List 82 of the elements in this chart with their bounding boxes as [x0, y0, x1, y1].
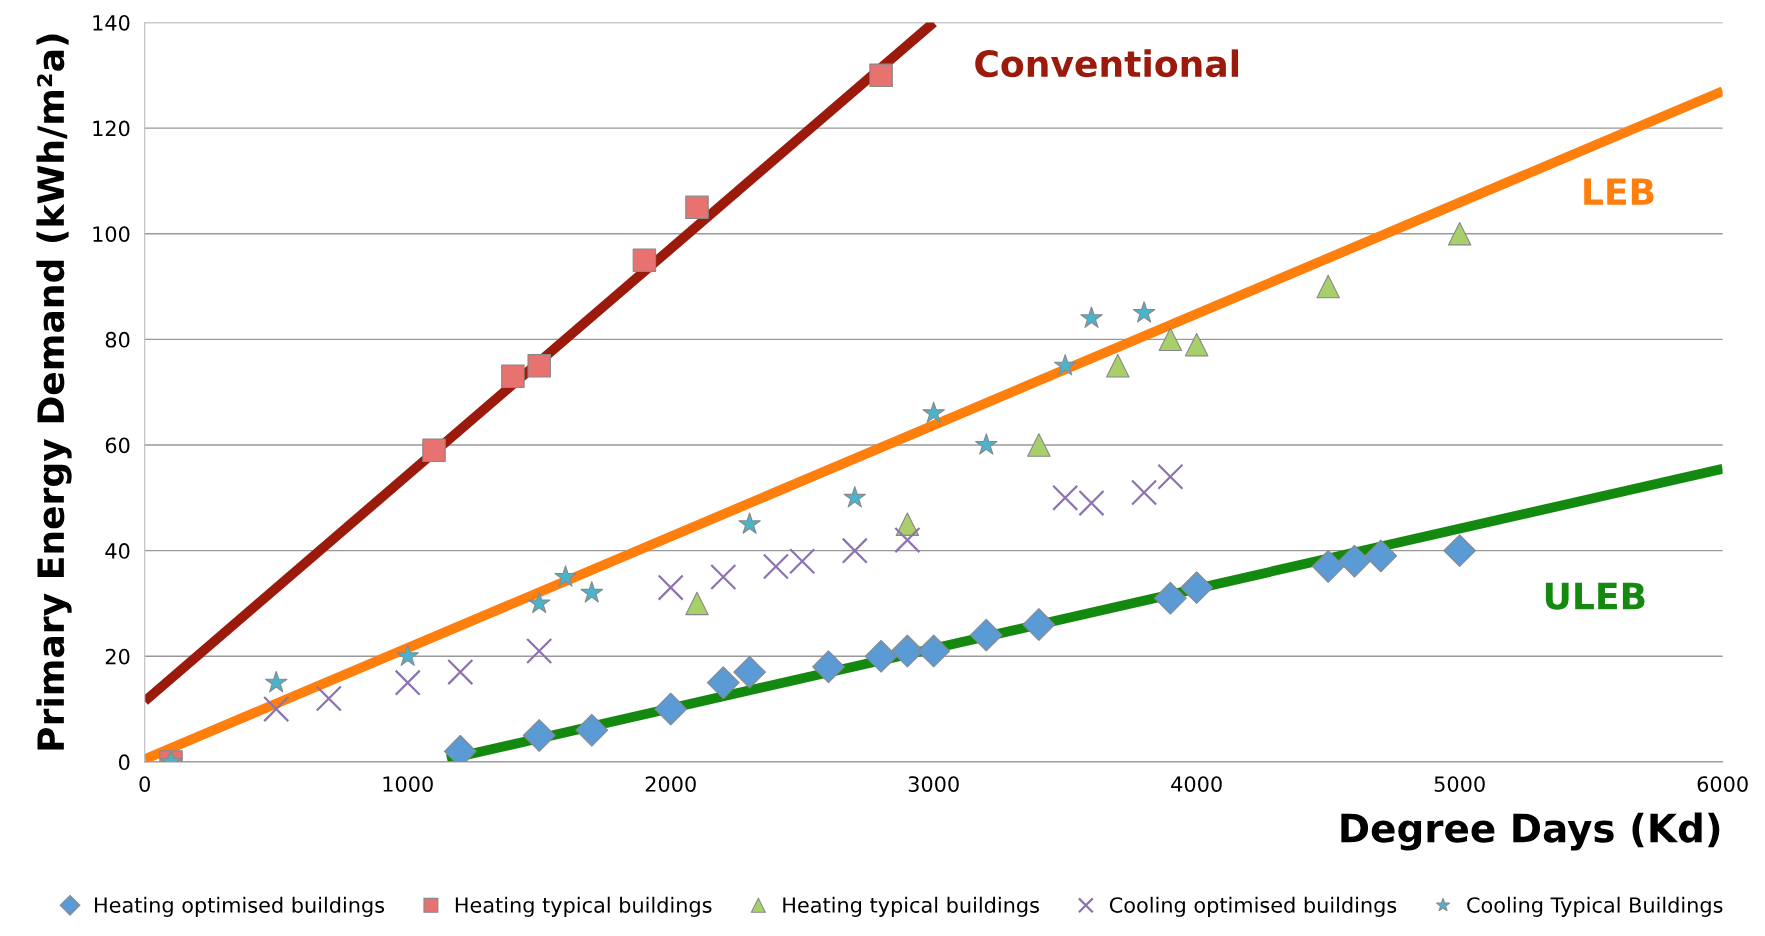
point: [528, 591, 551, 614]
point: [1106, 354, 1130, 378]
point: [447, 658, 474, 686]
point: [575, 713, 609, 747]
point: [315, 685, 342, 712]
point: [685, 591, 709, 616]
y-tick-label: 120: [93, 120, 130, 137]
point: [1311, 550, 1345, 583]
point: [1338, 544, 1371, 578]
x-tick-label: 0: [139, 776, 150, 792]
point: [917, 634, 951, 668]
legend-label: Cooling Typical Buildings: [1467, 896, 1723, 917]
y-tick-label: 0: [118, 754, 130, 771]
series-label: LEB: [1584, 178, 1654, 205]
y-axis-title: Primary Energy Demand (kWh/m²a): [36, 34, 72, 750]
point: [1132, 301, 1156, 323]
point: [263, 695, 290, 723]
y-tick-label: 40: [105, 543, 130, 559]
x-axis-title: Degree Days (Kd): [1341, 812, 1720, 851]
point: [526, 637, 553, 665]
point: [501, 364, 525, 389]
point: [1078, 489, 1105, 517]
point: [1157, 463, 1184, 490]
x-tick-label: 6000: [1697, 776, 1748, 792]
legend-label: Heating typical buildings: [455, 896, 712, 917]
x-tick-label: 1000: [383, 776, 433, 792]
point: [869, 63, 893, 88]
point: [1184, 332, 1209, 357]
legend-label: Heating optimised buildings: [95, 896, 385, 917]
point: [1080, 306, 1103, 328]
x-tick-label: 3000: [908, 776, 959, 792]
point: [1443, 534, 1477, 568]
point: [1153, 581, 1187, 615]
point: [657, 574, 684, 601]
point: [843, 486, 866, 508]
point: [265, 670, 288, 693]
point: [841, 537, 868, 564]
point: [710, 563, 737, 591]
point: [554, 565, 577, 587]
point: [1180, 571, 1214, 604]
point: [1364, 539, 1398, 573]
point: [733, 655, 766, 689]
point: [422, 438, 446, 463]
point: [527, 354, 551, 378]
point: [1130, 479, 1158, 506]
y-tick-label: 100: [93, 226, 130, 242]
point: [975, 433, 998, 455]
point: [580, 581, 604, 603]
point: [685, 195, 709, 220]
point: [522, 719, 556, 752]
series-label: ULEB: [1545, 582, 1645, 610]
point: [738, 512, 761, 534]
point: [969, 618, 1003, 652]
series-label: Conventional: [975, 49, 1239, 78]
point: [864, 639, 898, 673]
point: [762, 553, 790, 580]
point: [1316, 274, 1340, 299]
point: [706, 666, 740, 700]
x-tick-label: 4000: [1171, 776, 1222, 792]
point: [394, 669, 421, 696]
point: [632, 248, 657, 272]
x-tick-label: 5000: [1434, 776, 1485, 792]
point: [922, 401, 945, 423]
point: [1053, 354, 1077, 376]
y-tick-label: 140: [93, 14, 130, 31]
point: [654, 692, 688, 726]
point: [890, 634, 924, 668]
y-tick-label: 80: [105, 331, 130, 348]
point: [894, 526, 921, 554]
legend-label: Heating typical buildings: [783, 896, 1039, 917]
point: [789, 548, 816, 575]
x-tick-label: 2000: [645, 776, 696, 792]
point: [1052, 484, 1079, 511]
legend-label: Cooling optimised buildings: [1109, 896, 1397, 917]
point: [812, 650, 845, 684]
point: [396, 644, 419, 666]
point: [1022, 608, 1056, 641]
point: [1447, 221, 1472, 246]
point: [1158, 327, 1183, 352]
point: [1027, 433, 1051, 457]
y-tick-label: 20: [105, 648, 130, 665]
y-tick-label: 60: [105, 437, 130, 454]
